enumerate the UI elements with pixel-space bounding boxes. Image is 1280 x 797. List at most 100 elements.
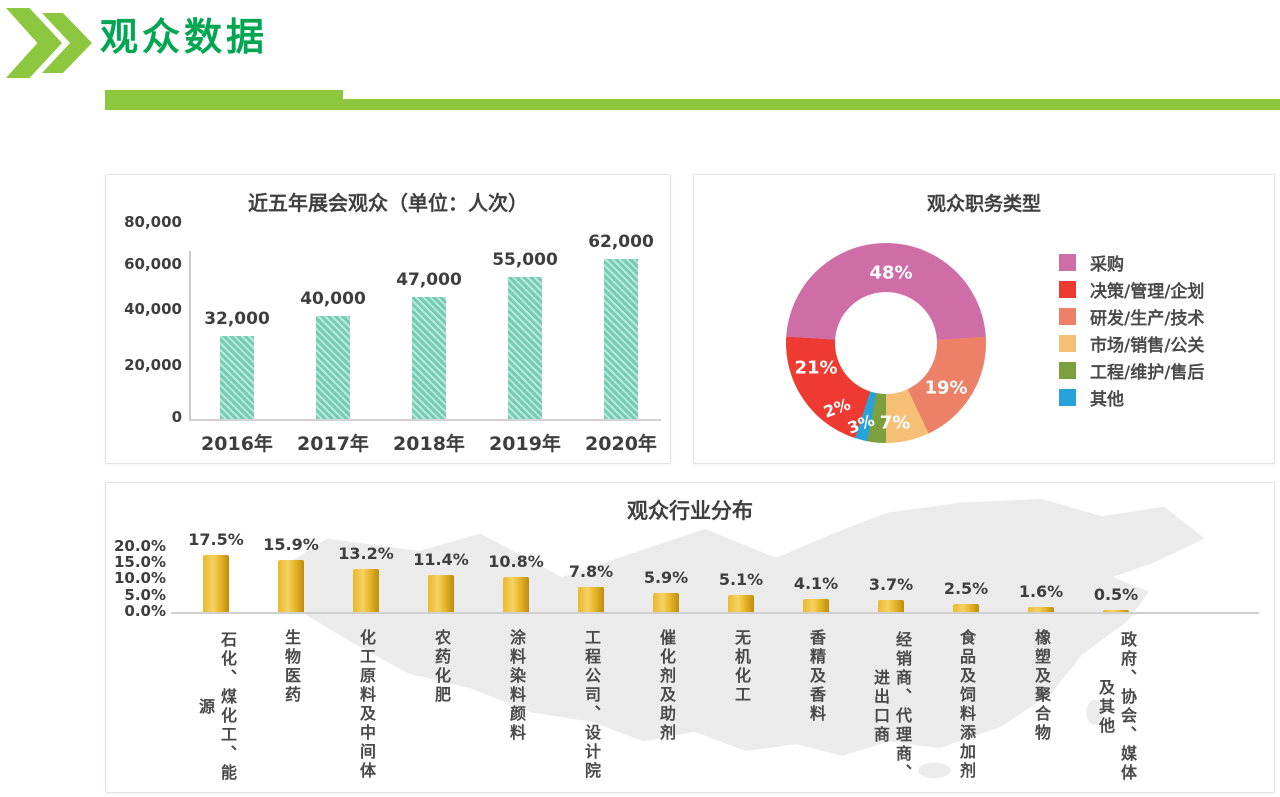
legend-item: 工程/维护/售后 (1059, 357, 1204, 384)
category-label: 2017年 (297, 433, 369, 455)
legend-item: 采购 (1059, 249, 1204, 276)
y-axis-tick: 80,000 (124, 213, 182, 231)
legend-label: 市场/销售/公关 (1090, 336, 1205, 356)
slice-percent-label: 19% (924, 377, 968, 399)
bar-group: 47,000 (389, 219, 469, 419)
bar-group: 13.2% (329, 502, 403, 612)
chart-title: 观众职务类型 (926, 193, 1041, 215)
slice-percent-label: 7% (879, 412, 911, 434)
y-axis-tick: 5.0% (124, 586, 166, 604)
legend-swatch (1059, 335, 1076, 352)
legend-label: 工程/维护/售后 (1090, 363, 1205, 383)
bar-group: 15.9% (254, 502, 328, 612)
legend-label: 研发/生产/技术 (1090, 309, 1205, 329)
category-label: 生物医药 (282, 629, 301, 705)
bar (220, 336, 254, 419)
value-label: 2.5% (943, 578, 989, 598)
donut-hole (835, 292, 937, 394)
page-title: 观众数据 (100, 14, 269, 59)
bar-group: 55,000 (485, 219, 565, 419)
legend-swatch (1059, 254, 1076, 271)
legend-label: 决策/管理/企划 (1090, 282, 1205, 302)
value-label: 3.7% (868, 575, 914, 594)
bar (353, 569, 379, 612)
value-label: 17.5% (188, 530, 244, 550)
bar (503, 576, 529, 612)
y-axis-tick: 10.0% (113, 569, 166, 587)
category-label: 政府、协会、媒体及其他 (1096, 631, 1137, 783)
jobs-chart-panel: 观众职务类型 48% 19% 7% 3% 2% 21% 采购 决策/管理/企划 … (693, 174, 1275, 464)
value-label: 32,000 (204, 309, 270, 330)
category-label: 食品及饲料添加剂 (957, 629, 976, 781)
bar (278, 560, 304, 612)
bar (508, 276, 542, 419)
category-label: 农药化肥 (432, 629, 451, 705)
bar (653, 592, 679, 612)
bar-group: 1.6% (1004, 502, 1078, 612)
value-label: 55,000 (492, 249, 558, 270)
y-axis-tick: 60,000 (124, 255, 182, 273)
legend-swatch (1059, 281, 1076, 298)
bar (578, 586, 604, 612)
x-axis-line (171, 612, 1259, 614)
legend-item: 研发/生产/技术 (1059, 303, 1204, 330)
value-label: 62,000 (588, 231, 654, 252)
bar (953, 603, 979, 612)
value-label: 40,000 (300, 288, 366, 309)
bar-group: 3.7% (854, 502, 928, 612)
bar-group: 17.5% (179, 502, 253, 612)
category-label: 工程公司、设计院 (582, 629, 601, 781)
legend-item: 其他 (1059, 384, 1204, 411)
legend-label: 其他 (1090, 390, 1124, 410)
value-label: 13.2% (338, 544, 394, 564)
donut-chart: 48% 19% 7% 3% 2% 21% (786, 243, 986, 443)
bar (316, 315, 350, 419)
title-underline-bar (105, 90, 343, 110)
bar-group: 10.8% (479, 502, 553, 612)
bar (878, 600, 904, 612)
y-axis-tick: 40,000 (124, 300, 182, 318)
value-label: 1.6% (1018, 581, 1064, 601)
x-axis-line (189, 419, 661, 421)
category-label: 无机化工 (732, 629, 751, 705)
value-label: 15.9% (263, 535, 319, 555)
category-label: 2020年 (585, 433, 657, 455)
bar-group: 62,000 (581, 219, 661, 419)
value-label: 7.8% (568, 561, 614, 581)
category-label: 石化、煤化工、能源 (196, 631, 237, 783)
slice-percent-label: 3% (844, 410, 878, 438)
bar-group: 32,000 (197, 219, 277, 419)
slice-percent-label: 48% (869, 262, 913, 284)
legend: 采购 决策/管理/企划 研发/生产/技术 市场/销售/公关 工程/维护/售后 其… (1059, 249, 1204, 411)
value-label: 10.8% (488, 551, 544, 571)
value-label: 4.1% (793, 573, 839, 593)
bar (412, 297, 446, 419)
chart-title: 观众行业分布 (627, 499, 753, 523)
value-label: 5.1% (718, 570, 764, 590)
slice-percent-label: 21% (794, 357, 838, 379)
bar (203, 555, 229, 612)
y-axis-tick: 20.0% (113, 537, 166, 555)
industry-chart-panel: 观众行业分布 20.0% 15.0% 10.0% 5.0% 0.0% 17.5%… (105, 482, 1275, 793)
value-label: 5.9% (643, 567, 689, 587)
china-map-background (281, 498, 1205, 779)
legend-swatch (1059, 389, 1076, 406)
y-axis-line (189, 251, 191, 419)
value-label: 11.4% (413, 549, 469, 569)
y-axis-tick: 15.0% (113, 553, 166, 571)
category-label: 橡塑及聚合物 (1032, 629, 1051, 743)
visitors-chart-panel: 近五年展会观众（单位：人次） 80,000 60,000 40,000 20,0… (105, 174, 671, 464)
category-label: 香精及香料 (807, 629, 826, 724)
legend-swatch (1059, 362, 1076, 379)
bar-group: 2.5% (929, 502, 1003, 612)
y-axis-tick: 20,000 (124, 356, 182, 374)
bar (728, 595, 754, 612)
y-axis-tick: 0.0% (124, 602, 166, 620)
bar (428, 574, 454, 612)
bar (1103, 610, 1129, 612)
bar-group: 0.5% (1079, 502, 1153, 612)
bar (1028, 606, 1054, 612)
value-label: 47,000 (396, 270, 462, 291)
category-label: 2019年 (489, 433, 561, 455)
